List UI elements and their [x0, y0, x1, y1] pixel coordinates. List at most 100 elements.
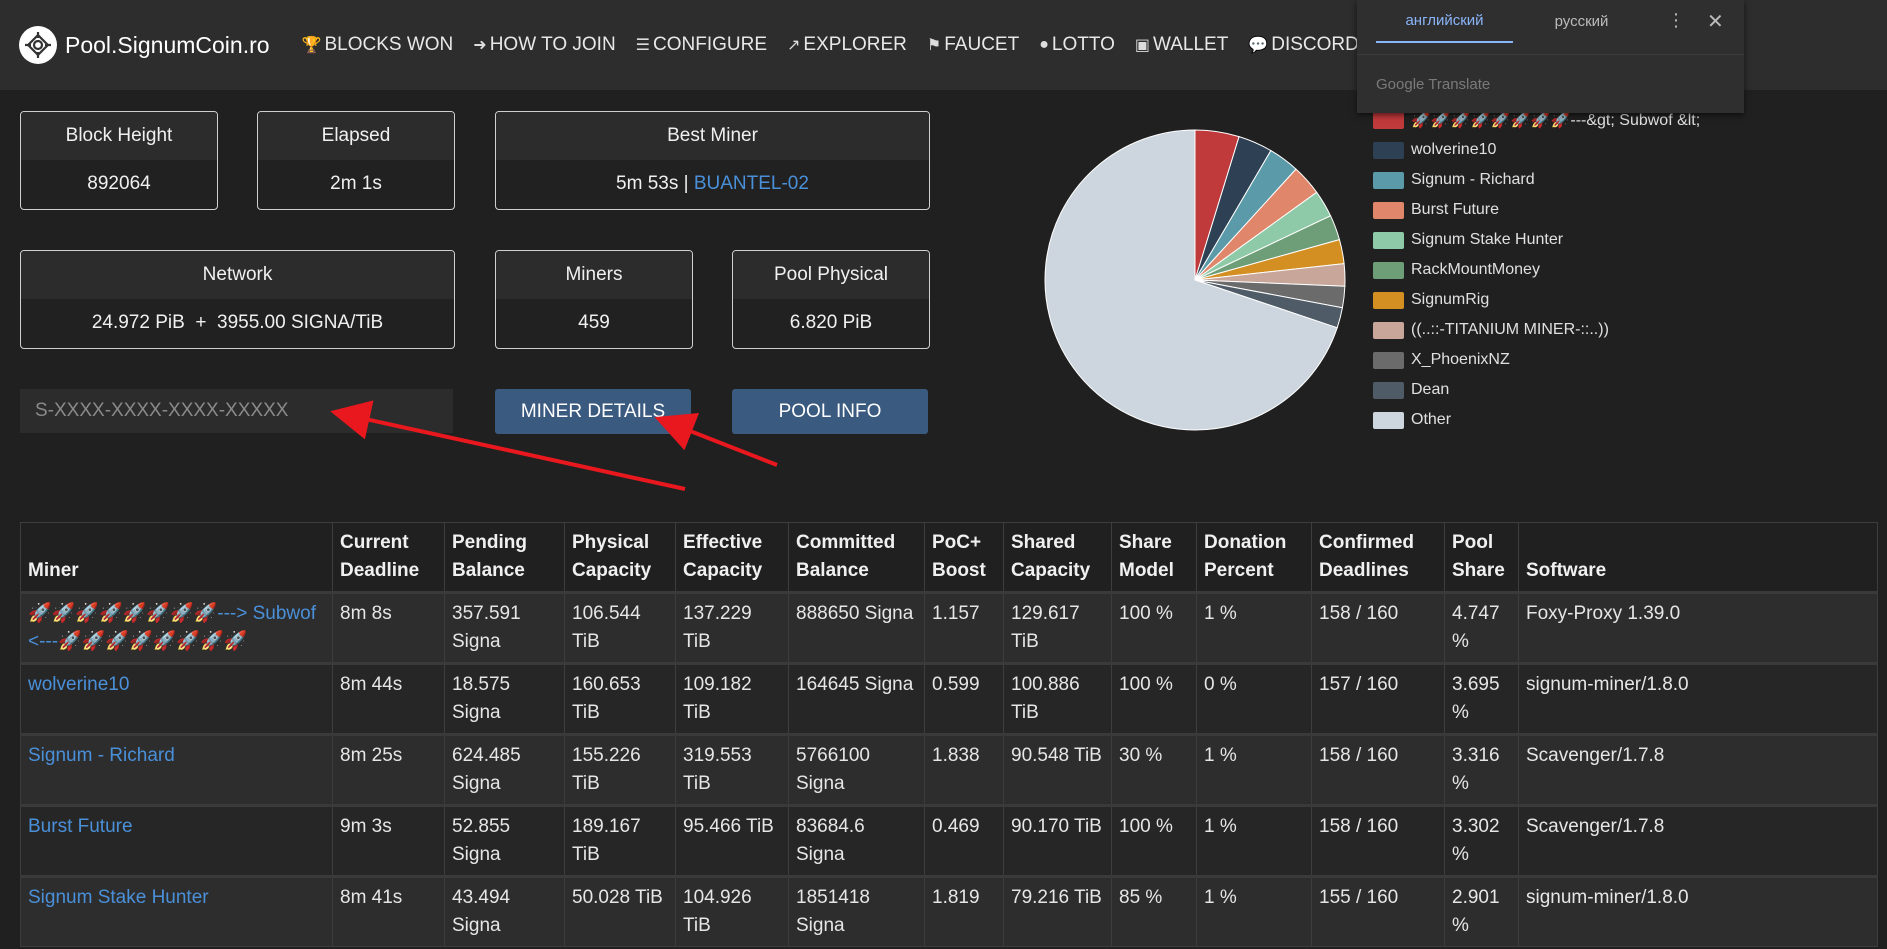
cell-miner[interactable]: Burst Future: [20, 804, 333, 877]
column-header[interactable]: Shared Capacity: [1003, 522, 1112, 593]
column-header[interactable]: Current Deadline: [332, 522, 445, 593]
legend-item[interactable]: Signum - Richard: [1373, 165, 1700, 195]
column-header[interactable]: Pending Balance: [444, 522, 565, 593]
legend-item[interactable]: Dean: [1373, 375, 1700, 405]
cell-physical: 50.028 TiB: [564, 875, 676, 947]
column-header[interactable]: Pool Share: [1444, 522, 1519, 593]
best-miner-link[interactable]: BUANTEL-02: [693, 173, 809, 194]
cell-software: Scavenger/1.7.8: [1518, 804, 1878, 877]
column-header[interactable]: Donation Percent: [1196, 522, 1312, 593]
column-header[interactable]: Effective Capacity: [675, 522, 789, 593]
legend-item[interactable]: wolverine10: [1373, 135, 1700, 165]
cell-confirmed: 157 / 160: [1311, 662, 1445, 735]
network-box: Network 24.972 PiB + 3955.00 SIGNA/TiB: [20, 250, 455, 349]
column-header[interactable]: Share Model: [1111, 522, 1197, 593]
column-header-line: Software: [1526, 560, 1607, 581]
table-row[interactable]: Signum Stake Hunter 8m 41s 43.494 Signa 50.…: [20, 875, 1878, 947]
column-header[interactable]: Software: [1518, 522, 1878, 593]
legend-item[interactable]: 🚀🚀🚀🚀🚀🚀🚀🚀---&gt; Subwof &lt;: [1373, 105, 1700, 135]
close-icon[interactable]: ✕: [1707, 11, 1724, 33]
cell-committed: 164645 Signa: [788, 662, 925, 735]
column-header[interactable]: Physical Capacity: [564, 522, 676, 593]
legend-swatch: [1373, 171, 1404, 189]
pool-info-button[interactable]: POOL INFO: [732, 389, 928, 434]
cell-shared: 129.617 TiB: [1003, 591, 1112, 664]
pie-slice-10[interactable]: [1044, 129, 1338, 431]
legend-label: Signum - Richard: [1411, 171, 1535, 188]
pie-legend: 🚀🚀🚀🚀🚀🚀🚀🚀---&gt; Subwof &lt; wolverine10 Si…: [1373, 105, 1700, 435]
nav-item-label: DISCORD: [1271, 34, 1359, 55]
nav-item-label: BLOCKS WON: [324, 34, 454, 55]
table-row[interactable]: wolverine10 8m 44s 18.575 Signa 160.653 TiB…: [20, 662, 1878, 735]
nav-item-label: FAUCET: [944, 34, 1020, 55]
column-header-line: Model: [1119, 560, 1174, 581]
column-header-line: Balance: [452, 560, 525, 581]
nav-item-wallet[interactable]: ▣ WALLET: [1135, 34, 1228, 56]
legend-label: Dean: [1411, 381, 1450, 398]
cell-software: signum-miner/1.8.0: [1518, 875, 1878, 947]
cell-miner[interactable]: wolverine10: [20, 662, 333, 735]
table-header-row: Miner Current Deadline Pending Balance Physic…: [20, 522, 1878, 593]
cell-share: 4.747 %: [1444, 591, 1519, 664]
cell-miner[interactable]: Signum - Richard: [20, 733, 333, 806]
column-header[interactable]: Confirmed Deadlines: [1311, 522, 1445, 593]
cell-miner[interactable]: 🚀🚀🚀🚀🚀🚀🚀🚀---> Subwof <---🚀🚀🚀🚀🚀🚀🚀🚀: [20, 591, 333, 664]
legend-swatch: [1373, 351, 1404, 369]
legend-label: wolverine10: [1411, 141, 1497, 158]
cell-model: 30 %: [1111, 733, 1197, 806]
miner-details-button[interactable]: MINER DETAILS: [495, 389, 691, 434]
account-search-input[interactable]: [20, 389, 453, 433]
legend-item[interactable]: RackMountMoney: [1373, 255, 1700, 285]
nav-item-explorer[interactable]: ↗ EXPLORER: [787, 34, 907, 56]
pool-physical-value: 6.820 PiB: [789, 312, 873, 333]
cell-shared: 79.216 TiB: [1003, 875, 1112, 947]
pool-physical-box: Pool Physical 6.820 PiB: [732, 250, 930, 349]
google-translate-brand: Google Translate: [1376, 76, 1491, 93]
tab-english[interactable]: английский: [1376, 0, 1513, 43]
legend-item[interactable]: Burst Future: [1373, 195, 1700, 225]
cell-deadline: 9m 3s: [332, 804, 445, 877]
nav-item-configure[interactable]: ☰ CONFIGURE: [636, 34, 767, 56]
column-header-line: Balance: [796, 560, 869, 581]
cell-committed: 5766100 Signa: [788, 733, 925, 806]
table-row[interactable]: Signum - Richard 8m 25s 624.485 Signa 155.2…: [20, 733, 1878, 806]
brand[interactable]: Pool.SignumCoin.ro: [19, 26, 282, 64]
cell-boost: 1.838: [924, 733, 1004, 806]
nav-item-faucet[interactable]: ⚑ FAUCET: [927, 34, 1019, 56]
legend-item[interactable]: Other: [1373, 405, 1700, 435]
column-header-line: Shared: [1011, 532, 1076, 553]
cell-deadline: 8m 44s: [332, 662, 445, 735]
table-row[interactable]: 🚀🚀🚀🚀🚀🚀🚀🚀---> Subwof <---🚀🚀🚀🚀🚀🚀🚀🚀 8m 8s 357…: [20, 591, 1878, 664]
legend-swatch: [1373, 381, 1404, 399]
cell-model: 100 %: [1111, 662, 1197, 735]
legend-label: Signum Stake Hunter: [1411, 231, 1564, 248]
column-header[interactable]: Committed Balance: [788, 522, 925, 593]
column-header[interactable]: PoC+ Boost: [924, 522, 1004, 593]
nav-item-blocks-won[interactable]: 🏆 BLOCKS WON: [302, 34, 454, 56]
cell-deadline: 8m 41s: [332, 875, 445, 947]
legend-item[interactable]: X_PhoenixNZ: [1373, 345, 1700, 375]
tab-russian[interactable]: русский: [1554, 13, 1609, 30]
cell-model: 85 %: [1111, 875, 1197, 947]
legend-item[interactable]: SignumRig: [1373, 285, 1700, 315]
legend-label: RackMountMoney: [1411, 261, 1540, 278]
cell-boost: 1.819: [924, 875, 1004, 947]
legend-swatch: [1373, 321, 1404, 339]
cell-confirmed: 158 / 160: [1311, 804, 1445, 877]
nav-item-discord[interactable]: 💬 DISCORD: [1248, 34, 1359, 56]
more-vertical-icon[interactable]: ⋮: [1667, 10, 1685, 30]
legend-item[interactable]: Signum Stake Hunter: [1373, 225, 1700, 255]
nav-item-label: CONFIGURE: [653, 34, 768, 55]
column-header[interactable]: Miner: [20, 522, 333, 593]
best-miner-time: 5m 53s: [616, 173, 679, 194]
cell-confirmed: 158 / 160: [1311, 591, 1445, 664]
trophy-icon: 🏆: [301, 37, 322, 54]
nav-item-lotto[interactable]: ● LOTTO: [1039, 34, 1115, 56]
pool-share-pie-chart: [1044, 129, 1346, 431]
cell-deadline: 8m 25s: [332, 733, 445, 806]
cell-miner[interactable]: Signum Stake Hunter: [20, 875, 333, 947]
legend-item[interactable]: ((..::-TITANIUM MINER-::..)): [1373, 315, 1700, 345]
wallet-icon: ▣: [1134, 37, 1150, 54]
nav-item-how-to-join[interactable]: ➜ HOW TO JOIN: [473, 34, 615, 56]
table-row[interactable]: Burst Future 9m 3s 52.855 Signa 189.167 TiB…: [20, 804, 1878, 877]
